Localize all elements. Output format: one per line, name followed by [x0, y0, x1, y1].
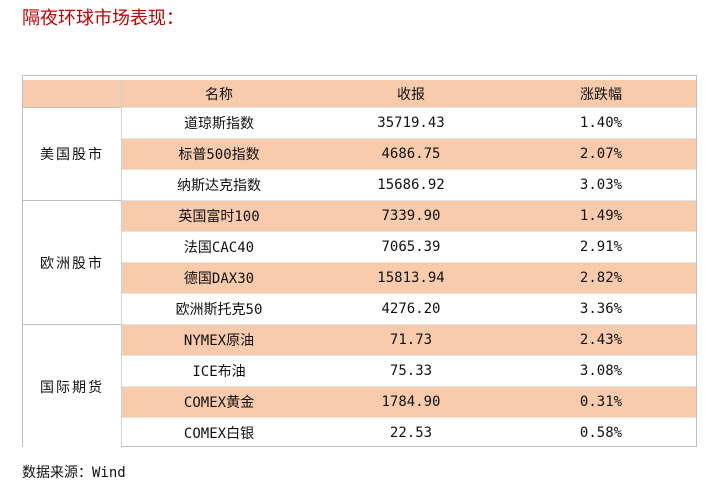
cell: 2.43% [506, 324, 696, 356]
table-row: 美国股市 道琼斯指数 35719.43 1.40% [23, 107, 696, 201]
cell: 35719.43 [316, 107, 506, 139]
table-row: 法国CAC40 7065.39 2.91% [23, 231, 696, 263]
cell: COMEX黄金 [121, 386, 316, 418]
cell: 3.03% [506, 169, 696, 201]
group-cell: 国际期货 [23, 324, 122, 448]
table-row: 纳斯达克指数 15686.92 3.03% [23, 169, 696, 201]
title: 隔夜环球市场表现： [22, 8, 184, 29]
cell: 1784.90 [316, 386, 506, 418]
table-row: 德国DAX30 15813.94 2.82% [23, 262, 696, 294]
cell: 0.58% [506, 417, 696, 448]
cell: 15813.94 [316, 262, 506, 294]
table: 名称 收报 涨跌幅 美国股市 道琼斯指数 35719.43 1.40% 标普500指数 4686… [23, 80, 696, 448]
group-cell: 美国股市 [23, 107, 122, 201]
cell: 2.91% [506, 231, 696, 263]
table-row: 国际期货 NYMEX原油 71.73 2.43% [23, 324, 696, 448]
cell: 4276.20 [316, 293, 506, 325]
header-cell [23, 80, 122, 108]
source-note: 数据来源：Wind [22, 465, 126, 481]
cell: 3.08% [506, 355, 696, 387]
cell: 道琼斯指数 [121, 107, 316, 139]
cell: 英国富时100 [121, 200, 316, 232]
header-row: 名称 收报 涨跌幅 [23, 80, 696, 108]
cell: 4686.75 [316, 138, 506, 170]
cell: 法国CAC40 [121, 231, 316, 263]
cell: 1.49% [506, 200, 696, 232]
cell: 7339.90 [316, 200, 506, 232]
table-row: COMEX白银 22.53 0.58% [23, 417, 696, 448]
header-cell: 涨跌幅 [506, 80, 696, 108]
table-row: COMEX黄金 1784.90 0.31% [23, 386, 696, 418]
cell: 75.33 [316, 355, 506, 387]
cell: NYMEX原油 [121, 324, 316, 356]
cell: 1.40% [506, 107, 696, 139]
cell: 欧洲斯托克50 [121, 293, 316, 325]
table-row: 欧洲股市 英国富时100 7339.90 1.49% [23, 200, 696, 325]
cell: 71.73 [316, 324, 506, 356]
header-cell: 收报 [316, 80, 506, 108]
cell: 2.82% [506, 262, 696, 294]
cell: 22.53 [316, 417, 506, 448]
table-box: 名称 收报 涨跌幅 美国股市 道琼斯指数 35719.43 1.40% 标普500指数 4686… [22, 75, 697, 448]
group-cell: 欧洲股市 [23, 200, 122, 325]
table-row: 标普500指数 4686.75 2.07% [23, 138, 696, 170]
cell: 德国DAX30 [121, 262, 316, 294]
table-row: ICE布油 75.33 3.08% [23, 355, 696, 387]
cell: 3.36% [506, 293, 696, 325]
cell: 纳斯达克指数 [121, 169, 316, 201]
cell: 7065.39 [316, 231, 506, 263]
cell: ICE布油 [121, 355, 316, 387]
cell: 标普500指数 [121, 138, 316, 170]
cell: 0.31% [506, 386, 696, 418]
header-cell: 名称 [121, 80, 316, 108]
cell: 2.07% [506, 138, 696, 170]
cell: COMEX白银 [121, 417, 316, 448]
cell: 15686.92 [316, 169, 506, 201]
table-row: 欧洲斯托克50 4276.20 3.36% [23, 293, 696, 325]
